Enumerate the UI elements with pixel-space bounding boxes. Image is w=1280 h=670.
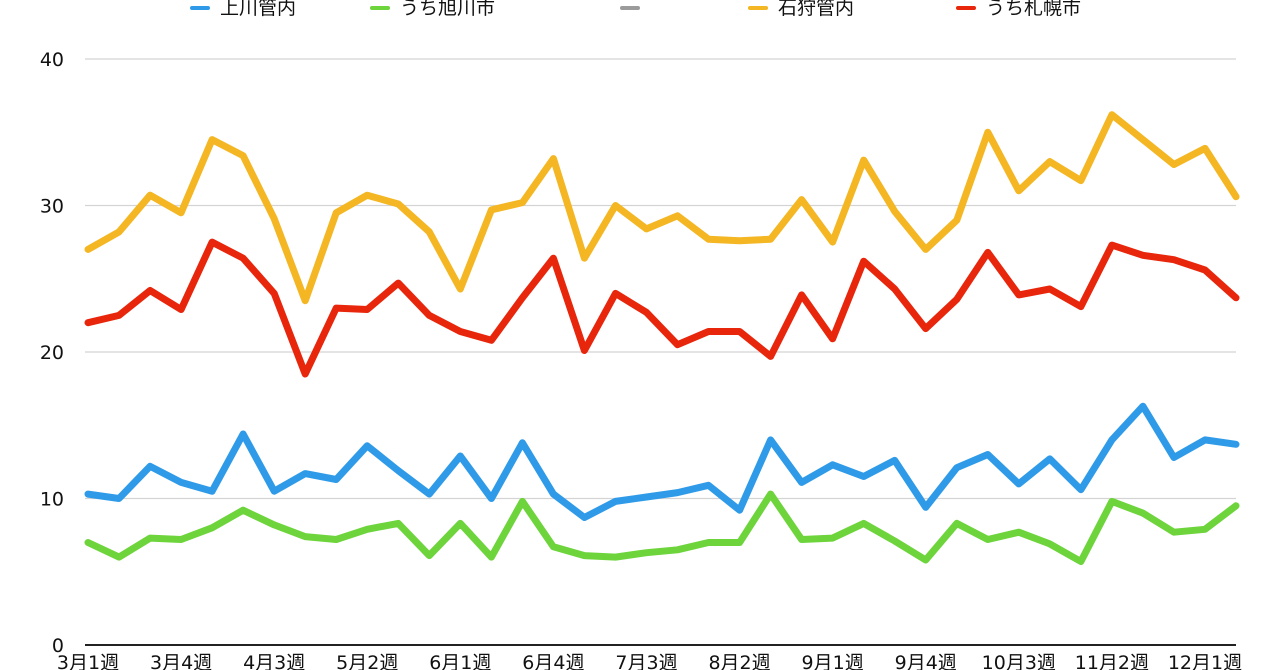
x-tick-label: 5月2週	[336, 652, 398, 670]
series-line	[84, 402, 1240, 521]
series-line	[84, 490, 1240, 565]
legend-entry: 上川管内	[220, 0, 296, 19]
series-lines	[84, 111, 1240, 565]
x-tick-label: 9月1週	[802, 652, 864, 670]
series-line	[84, 238, 1240, 378]
legend-entry: うち旭川市	[400, 0, 495, 19]
x-tick-label: 12月1週	[1168, 652, 1242, 670]
y-tick-label: 20	[40, 342, 64, 364]
x-tick-label: 11月2週	[1075, 652, 1149, 670]
y-tick-label: 0	[52, 635, 64, 657]
x-axis: 3月1週 3月4週 4月3週 5月2週 6月1週 6月4週 7月3週 8月2週 9月1週 9月4週…	[57, 652, 1242, 670]
x-tick-label: 8月2週	[708, 652, 770, 670]
x-tick-label: 9月4週	[895, 652, 957, 670]
y-axis: 0 10 20 30 40	[40, 49, 64, 657]
legend: 上川管内 うち旭川市 石狩管内 うち札幌市	[190, 0, 1081, 19]
x-tick-label: 4月3週	[243, 652, 305, 670]
y-tick-label: 30	[40, 196, 64, 218]
x-tick-label: 3月4週	[150, 652, 212, 670]
y-tick-label: 40	[40, 49, 64, 71]
x-tick-label: 6月1週	[429, 652, 491, 670]
legend-entry: 石狩管内	[778, 0, 854, 19]
y-tick-label: 10	[40, 489, 64, 511]
x-tick-label: 10月3週	[982, 652, 1056, 670]
x-tick-label: 3月1週	[57, 652, 119, 670]
series-line	[84, 111, 1240, 305]
legend-entry: うち札幌市	[986, 0, 1081, 19]
x-tick-label: 7月3週	[615, 652, 677, 670]
x-tick-label: 6月4週	[522, 652, 584, 670]
